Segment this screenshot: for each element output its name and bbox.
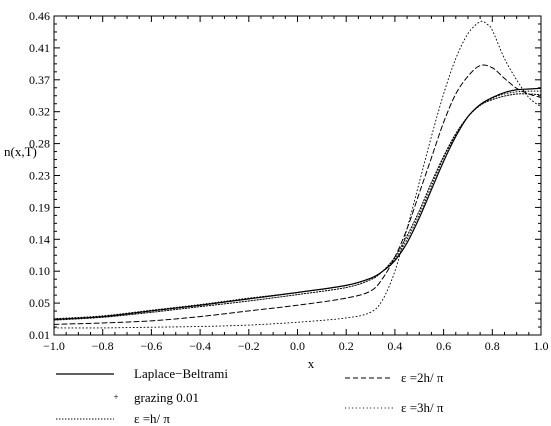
ticks: −1.0 −0.8 −0.6 −0.4 −0.2 0.0 0.2 0.4 0.6 0.8 1.0 0.… xyxy=(29,9,549,353)
y-tick-label: 0.23 xyxy=(29,169,50,183)
y-tick-label: 0.19 xyxy=(29,200,50,214)
x-tick-label: 0.4 xyxy=(387,339,402,353)
series-line-5 xyxy=(53,20,542,329)
y-tick-label: 0.32 xyxy=(29,105,50,119)
plot-frame xyxy=(53,15,542,336)
y-tick-label: 0.46 xyxy=(29,9,50,23)
series-line-2 xyxy=(53,90,542,320)
x-tick-label: −0.8 xyxy=(92,339,114,353)
x-tick-label: −0.6 xyxy=(141,339,163,353)
series-group xyxy=(53,20,542,329)
axes xyxy=(53,15,542,336)
legend-label-4: ε =2h/ π xyxy=(401,370,444,385)
y-tick-label: 0.10 xyxy=(29,264,50,278)
x-tick-label: 0.2 xyxy=(339,339,354,353)
y-tick-label: 0.01 xyxy=(29,328,50,342)
x-tick-label: 0.6 xyxy=(436,339,451,353)
x-tick-label: 0.0 xyxy=(290,339,305,353)
legend-label-3: ε =h/ π xyxy=(134,411,170,426)
legend: Laplace−Beltrami + grazing 0.01 ε =h/ π ε =2… xyxy=(56,366,444,426)
series-line-1 xyxy=(53,87,542,320)
series-line-3 xyxy=(53,93,542,321)
legend-label-5: ε =3h/ π xyxy=(401,400,444,415)
x-tick-label: −0.4 xyxy=(189,339,211,353)
y-tick-label: 0.41 xyxy=(29,41,50,55)
legend-label-1: Laplace−Beltrami xyxy=(134,366,228,381)
legend-marker-plus: + xyxy=(113,392,118,402)
x-tick-label: −0.2 xyxy=(238,339,260,353)
series-line-4 xyxy=(53,64,542,325)
x-tick-label: −1.0 xyxy=(43,339,65,353)
legend-label-2: grazing 0.01 xyxy=(134,390,199,405)
y-tick-label: 0.37 xyxy=(29,73,50,87)
y-tick-label: 0.14 xyxy=(29,232,50,246)
y-axis-title: n(x,T) xyxy=(4,144,37,159)
y-tick-label: 0.05 xyxy=(29,296,50,310)
x-tick-label: 0.8 xyxy=(485,339,500,353)
x-axis-title: x xyxy=(308,356,315,371)
y-tick-label: 0.28 xyxy=(29,137,50,151)
x-tick-label: 1.0 xyxy=(534,339,549,353)
